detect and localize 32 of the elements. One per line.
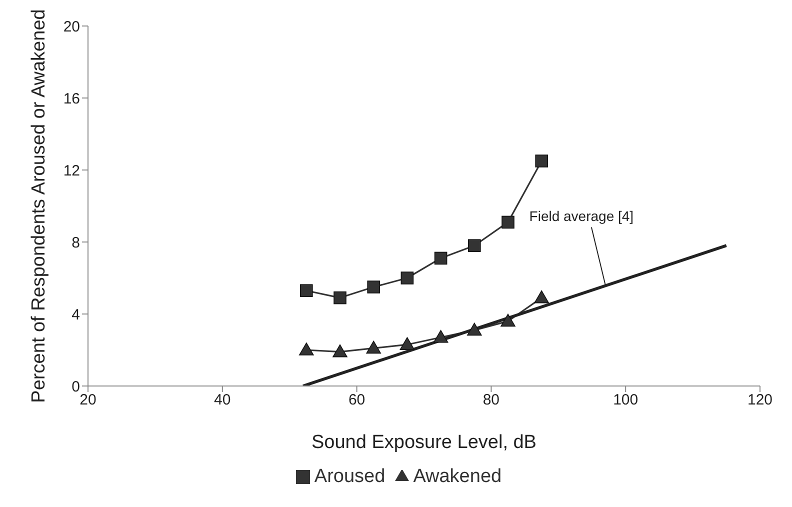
- y-tick-label: 12: [63, 162, 80, 180]
- x-tick-label: 100: [613, 392, 638, 409]
- y-tick-label: 16: [63, 90, 80, 108]
- y-tick-label: 0: [72, 378, 80, 396]
- x-tick-label: 120: [747, 392, 773, 409]
- y-tick-label: 4: [72, 306, 80, 324]
- point: [502, 216, 514, 229]
- point: [434, 252, 448, 265]
- point: [467, 322, 482, 336]
- point: [433, 330, 448, 343]
- x-tick-label: 40: [214, 392, 231, 409]
- y-axis-title: Percent of Respondents Aroused or Awakened: [28, 9, 50, 403]
- x-axis-title: Sound Exposure Level, dB: [312, 432, 536, 453]
- point: [367, 280, 380, 294]
- point: [300, 284, 313, 297]
- annotation: Field average [4]: [529, 208, 634, 224]
- point: [400, 272, 414, 284]
- point: [534, 290, 549, 304]
- x-tick-label: 80: [482, 392, 500, 409]
- point: [400, 337, 415, 350]
- legend-label: Awakened: [413, 466, 502, 487]
- y-tick-label: 20: [63, 18, 80, 36]
- point: [535, 154, 548, 168]
- point: [500, 314, 516, 327]
- y-tick-label: 8: [72, 234, 80, 252]
- point: [332, 344, 348, 358]
- point: [334, 291, 346, 304]
- point: [299, 342, 314, 356]
- point: [468, 239, 481, 252]
- x-tick-label: 60: [348, 392, 366, 409]
- legend-label: Aroused: [314, 466, 386, 487]
- point: [366, 340, 381, 354]
